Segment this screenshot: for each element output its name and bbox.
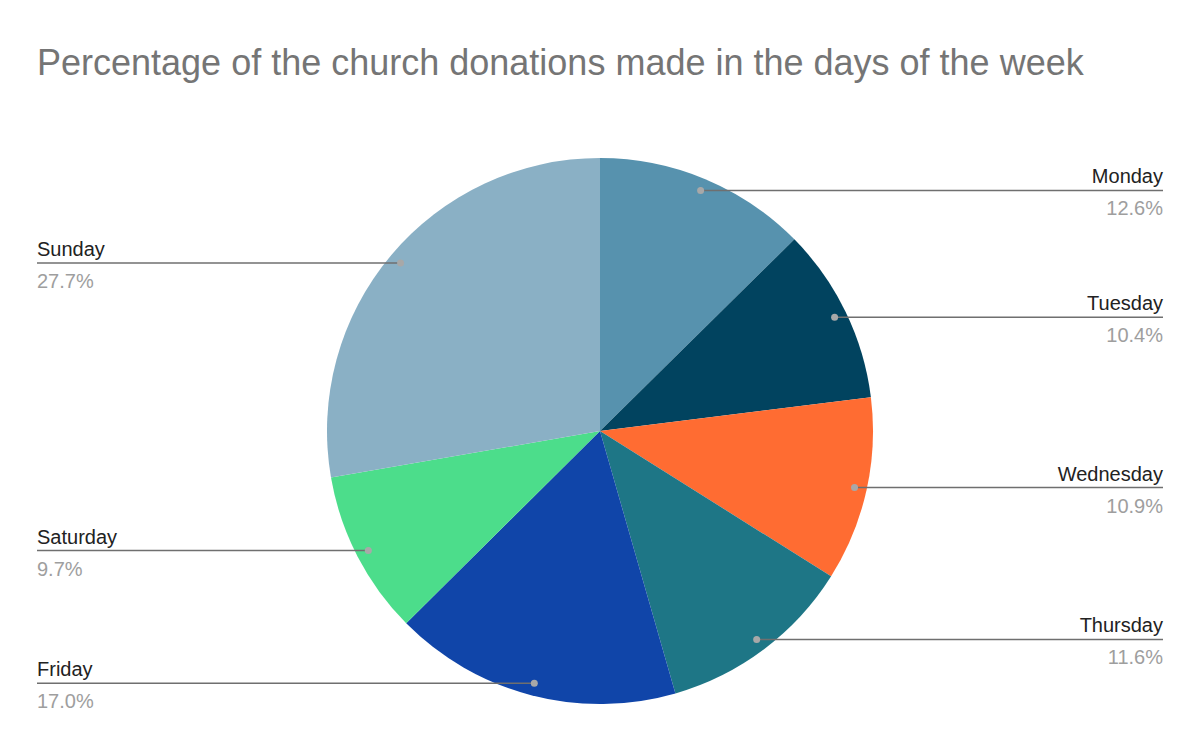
leader-dot <box>697 187 704 194</box>
slice-label: Sunday <box>37 238 105 260</box>
leader-line <box>37 683 534 685</box>
leader-dot <box>753 636 760 643</box>
slice-value: 17.0% <box>37 690 94 712</box>
slice-value: 12.6% <box>1106 197 1163 219</box>
leader-line <box>37 550 368 552</box>
leader-line <box>701 190 1163 192</box>
leader-line <box>835 317 1163 319</box>
pie-slice <box>327 158 600 478</box>
slice-value: 10.9% <box>1106 495 1163 517</box>
chart-title: Percentage of the church donations made … <box>37 42 1085 83</box>
leader-dot <box>851 484 858 491</box>
slice-value: 27.7% <box>37 270 94 292</box>
chart: Percentage of the church donations made … <box>0 0 1200 742</box>
leader-line <box>757 639 1163 641</box>
slice-label: Monday <box>1092 165 1163 187</box>
slice-value: 9.7% <box>37 558 83 580</box>
slice-value: 11.6% <box>1108 646 1163 668</box>
slice-label: Friday <box>37 658 93 680</box>
leader-line <box>855 487 1163 489</box>
background <box>0 0 1200 742</box>
leader-dot <box>365 547 372 554</box>
slice-label: Wednesday <box>1058 463 1163 485</box>
leader-line <box>37 262 401 264</box>
slice-label: Thursday <box>1080 614 1163 636</box>
leader-dot <box>531 680 538 687</box>
leader-dot <box>397 260 404 267</box>
slices <box>327 158 873 704</box>
slice-value: 10.4% <box>1106 324 1163 346</box>
labels: Monday 12.6% Tuesday 10.4% Wednesday 10.9% Thu… <box>37 165 1163 712</box>
slice-label: Saturday <box>37 526 117 548</box>
slice-label: Tuesday <box>1087 292 1163 314</box>
leader-dot <box>831 314 838 321</box>
